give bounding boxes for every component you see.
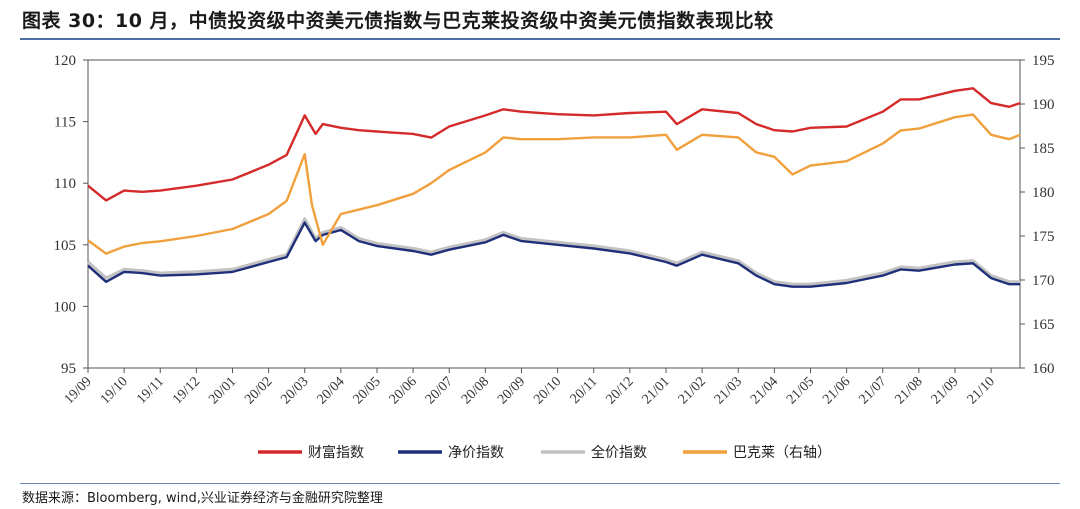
plot-frame [87,59,1021,369]
right-tick-label: 185 [1032,141,1055,157]
right-tick-label: 195 [1032,53,1055,69]
series-line-2 [86,217,1020,286]
x-tick-label: 20/09 [495,374,528,407]
x-tick-label: 21/02 [676,374,709,407]
x-tick-label: 21/07 [856,374,889,407]
left-tick-label: 115 [54,115,76,131]
x-tick-label: 19/12 [170,374,203,407]
x-tick-label: 21/06 [820,374,853,407]
right-tick-label: 160 [1032,361,1055,377]
right-tick-label: 190 [1032,97,1055,113]
x-tick-label: 20/05 [351,374,384,407]
x-tick-label: 19/10 [98,374,131,407]
x-tick-label: 19/09 [62,374,95,407]
x-tick-label: 20/08 [459,374,492,407]
left-tick-label: 95 [61,361,76,377]
legend-label: 巴克莱（右轴） [733,445,831,461]
series-line-3 [87,113,1021,255]
right-tick-label: 165 [1032,317,1055,333]
x-tick-label: 20/10 [531,374,564,407]
series-lines [86,87,1021,288]
x-tick-label: 20/11 [568,374,601,407]
legend-label: 净价指数 [448,445,504,461]
title-divider [20,38,1060,40]
x-tick-label: 20/06 [387,374,420,407]
x-tick-label: 20/01 [206,374,239,407]
x-tick-label: 20/12 [604,374,637,407]
x-tick-label: 21/08 [893,374,926,407]
x-tick-label: 21/05 [784,374,817,407]
x-tick-label: 20/07 [423,374,456,407]
right-tick-label: 170 [1032,273,1055,289]
series-line-1 [87,221,1020,288]
x-tick-label: 21/09 [929,374,962,407]
legend-label: 财富指数 [308,444,364,461]
right-axis-ticks: 160 165 170 175 180 185 190 195 [1020,53,1055,377]
series-line-0 [87,87,1021,202]
x-tick-label: 20/04 [315,374,348,407]
left-tick-label: 100 [54,299,77,315]
left-tick-label: 120 [54,53,77,69]
x-tick-label: 19/11 [134,374,167,407]
left-tick-label: 105 [54,238,77,254]
x-tick-label: 20/03 [278,374,311,407]
x-tick-label: 21/10 [965,374,998,407]
left-axis-ticks: 95 100 105 110 115 120 [54,53,88,377]
x-tick-label: 21/03 [712,374,745,407]
x-axis-ticks: 19/09 19/10 19/11 19/12 20/01 20/02 20/03 20/04… [62,368,998,407]
x-tick-label: 21/04 [748,374,781,407]
right-tick-label: 180 [1032,185,1055,201]
source-note: 数据来源：Bloomberg, wind,兴业证券经济与金融研究院整理 [22,491,383,506]
x-tick-label: 20/02 [242,374,275,407]
legend: 财富指数 净价指数 全价指数 巴克莱（右轴） [258,444,831,461]
legend-label: 全价指数 [591,444,647,461]
footer-divider [20,483,1060,484]
chart-title: 图表 30：10 月，中债投资级中资美元债指数与巴克莱投资级中资美元债指数表现比… [22,10,774,32]
right-tick-label: 175 [1032,229,1055,245]
left-tick-label: 110 [54,176,76,192]
x-tick-label: 21/01 [640,374,673,407]
